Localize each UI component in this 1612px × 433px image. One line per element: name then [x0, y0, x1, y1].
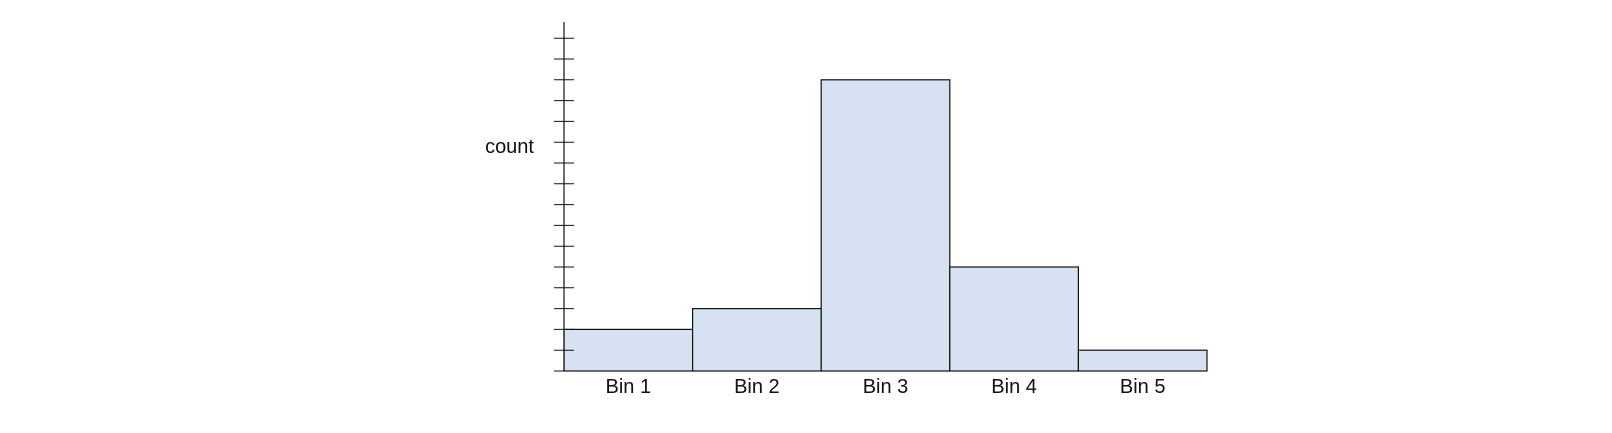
bar-2 [691, 308, 822, 372]
bars-layer [563, 79, 1208, 372]
y-axis [554, 22, 574, 372]
bar-5 [1077, 349, 1208, 372]
bar-4 [949, 266, 1079, 372]
x-axis-labels: Bin 1 Bin 2 Bin 3 Bin 4 Bin 5 [606, 376, 1166, 398]
x-tick-label-4: Bin 4 [991, 376, 1037, 398]
x-tick-label-3: Bin 3 [863, 376, 909, 398]
x-tick-label-2: Bin 2 [734, 376, 780, 398]
x-tick-label-5: Bin 5 [1120, 376, 1166, 398]
bar-3 [820, 79, 951, 372]
x-tick-label-1: Bin 1 [606, 376, 652, 398]
y-axis-label: count [485, 136, 534, 158]
bar-1 [563, 328, 694, 372]
